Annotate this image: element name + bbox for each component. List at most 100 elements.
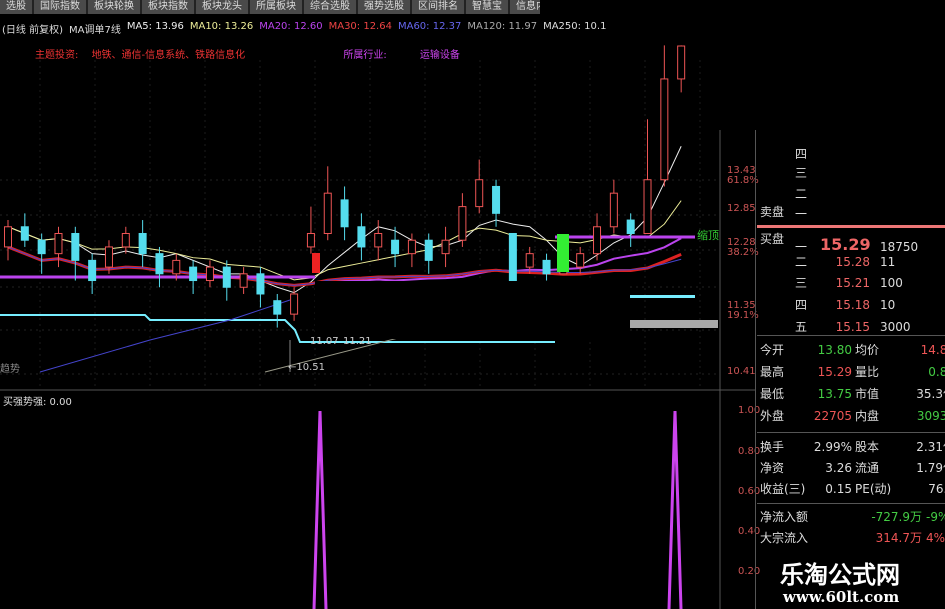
- toolbar-button[interactable]: 所属板块: [250, 0, 304, 14]
- sell-level: 二: [795, 187, 808, 201]
- ma30-value: MA30: 12.64: [328, 21, 392, 32]
- sub-tick: 0.20: [738, 566, 761, 577]
- candle: [205, 260, 214, 288]
- ma60-value: MA60: 12.37: [397, 21, 462, 32]
- candle: [172, 253, 181, 281]
- candle-body: [643, 179, 652, 234]
- stat-label: 最低: [760, 387, 785, 401]
- toolbar-button[interactable]: 国际指数: [34, 0, 88, 14]
- candle: [138, 220, 147, 268]
- trend-line: [264, 334, 411, 373]
- stat-label: 均价: [855, 343, 880, 357]
- watermark-url: www.60lt.com: [783, 588, 900, 606]
- divider: [757, 432, 945, 433]
- candle: [508, 232, 517, 282]
- theme-label: 主题投资:: [35, 50, 79, 61]
- stat-label: PE(动): [855, 482, 892, 496]
- price-tick: 10.41: [727, 366, 756, 377]
- toolbar-button[interactable]: 板块轮换: [88, 0, 142, 14]
- candle: [121, 226, 130, 254]
- candle-body: [542, 259, 551, 275]
- toolbar-button[interactable]: 板块龙头: [196, 0, 250, 14]
- ma40-line: [7, 246, 682, 286]
- candle: [239, 267, 248, 294]
- sell-level: 三: [795, 166, 808, 180]
- buy-label: 买盘: [760, 232, 785, 246]
- stat-label: 内盘: [855, 409, 880, 423]
- candle: [54, 226, 63, 268]
- fib-tick: 38.2%: [727, 247, 759, 258]
- candle-body: [222, 266, 231, 288]
- industry-label: 所属行业:: [343, 50, 387, 61]
- candle: [306, 206, 315, 254]
- theme-value[interactable]: 地铁、通信-信息系统、铁路信息化: [91, 50, 246, 61]
- bid-ask-divider: [757, 225, 945, 228]
- stat-label: 今开: [760, 343, 785, 357]
- ma-label[interactable]: MA调单7线: [68, 25, 121, 36]
- candle-body: [374, 232, 383, 248]
- candle: [37, 233, 46, 274]
- candle-body: [609, 192, 618, 228]
- candle: [492, 179, 501, 227]
- toolbar-button[interactable]: 板块指数: [142, 0, 196, 14]
- ma5-value: MA5: 13.96: [126, 21, 184, 32]
- signal-spike: [667, 410, 683, 609]
- sell-level: 一: [795, 207, 808, 221]
- candle: [273, 293, 282, 328]
- stat-value: 13.80: [817, 343, 852, 357]
- stat-label: 市值: [855, 387, 880, 401]
- stat-value: 2.31亿: [916, 440, 945, 454]
- ma10-value: MA10: 13.26: [189, 21, 254, 32]
- bid-volume: 100: [880, 276, 903, 290]
- industry-value[interactable]: 运输设备: [419, 50, 460, 61]
- toolbar-button[interactable]: 智慧宝: [466, 0, 510, 14]
- candle-body: [155, 253, 164, 275]
- signal-label: 缩顶: [697, 229, 719, 242]
- candle-body: [458, 206, 467, 241]
- bid-price[interactable]: 15.28: [835, 255, 870, 269]
- stat-label: 换手: [760, 440, 785, 454]
- candle: [475, 159, 484, 214]
- candle: [374, 220, 383, 261]
- bid-price[interactable]: 15.15: [835, 320, 870, 334]
- candle-body: [576, 253, 585, 268]
- candle: [222, 260, 231, 301]
- candle-body: [677, 45, 686, 80]
- flow-value: 314.7万: [875, 531, 922, 545]
- watermark-name: 乐淘公式网: [780, 560, 900, 589]
- candle: [104, 240, 113, 274]
- candle: [391, 226, 400, 268]
- divider: [757, 335, 945, 336]
- ma120-value: MA120: 11.97: [467, 21, 538, 32]
- candle-body: [593, 226, 602, 255]
- stat-value: 15.29: [817, 365, 852, 379]
- stat-value: 76.8: [928, 482, 945, 496]
- bid-price[interactable]: 15.29: [820, 235, 871, 254]
- flow-label: 净流入额: [760, 510, 809, 524]
- price-tick: 11.35: [727, 300, 756, 311]
- sub-tick: 0.60: [738, 486, 761, 497]
- candle-body: [323, 192, 332, 234]
- signal-bar: [312, 253, 320, 273]
- stat-label: 净资: [760, 461, 785, 475]
- annot-min: ←10.51: [288, 362, 326, 373]
- bid-price[interactable]: 15.21: [835, 276, 870, 290]
- toolbar-button[interactable]: 综合选股: [304, 0, 358, 14]
- toolbar-button[interactable]: 强势选股: [358, 0, 412, 14]
- annot-low2: 11.21: [343, 336, 372, 347]
- candle: [441, 226, 450, 268]
- stat-value: 30934: [916, 409, 945, 423]
- stat-label: 收益(三): [760, 482, 806, 496]
- period-label[interactable]: (日线 前复权): [2, 25, 63, 36]
- signal-spike: [312, 410, 328, 609]
- toolbar-button[interactable]: 选股: [0, 0, 34, 14]
- candle-body: [4, 226, 12, 248]
- toolbar-button[interactable]: 区间排名: [412, 0, 466, 14]
- toolbar-button[interactable]: 信息内参: [510, 0, 540, 14]
- buy-level: 二: [795, 255, 808, 269]
- bid-price[interactable]: 15.18: [835, 298, 870, 312]
- price-tick: 12.28: [727, 237, 756, 248]
- candle: [155, 246, 164, 288]
- ma250-value: MA250: 10.1: [543, 21, 607, 32]
